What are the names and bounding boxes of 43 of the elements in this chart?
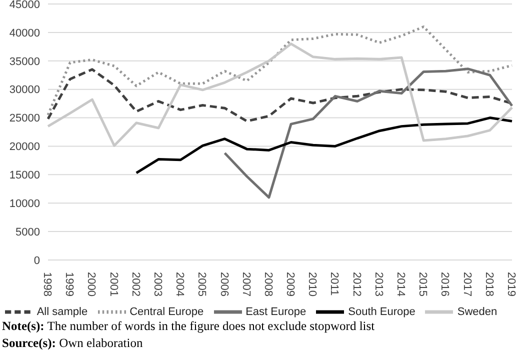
x-tick-label: 2000 [85,272,98,296]
x-tick-label: 2001 [107,272,120,296]
x-tick-label: 2006 [218,272,230,296]
y-tick-label: 0 [34,254,40,267]
y-tick-label: 10000 [9,198,40,210]
x-tick-label: 2008 [262,272,274,296]
x-tick-label: 2010 [306,272,318,296]
legend-label: South Europe [348,306,416,318]
x-tick-label: 2012 [350,272,362,296]
x-tick-label: 2019 [505,272,517,296]
source-note: Source(s): Own elaboration [2,335,144,352]
x-tick-label: 2016 [438,272,451,296]
x-tick-label: 2007 [240,272,252,296]
y-tick-label: 35000 [9,56,40,68]
y-tick-label: 40000 [9,27,40,40]
legend-label: Sweden [457,306,498,318]
x-tick-label: 2009 [284,272,296,296]
x-tick-label: 2014 [394,272,407,296]
x-tick-label: 2015 [416,272,429,296]
legend-label: Central Europe [130,306,204,318]
x-tick-label: 2018 [482,272,495,296]
y-tick-label: 15000 [9,170,40,182]
x-tick-label: 2011 [328,272,340,296]
x-tick-label: 1999 [63,272,76,296]
x-tick-label: 2002 [129,272,142,296]
x-tick-label: 1998 [41,272,53,296]
x-tick-label: 2004 [174,272,186,296]
line-series [46,26,514,116]
text: Note(s): The number of words in the figure does not exclude stopword list [2,318,376,335]
line-series [135,116,514,174]
x-tick-label: 2003 [151,272,164,296]
x-tick-label: 2017 [460,272,473,296]
line-series [46,42,514,147]
y-tick-label: 45000 [9,0,40,11]
y-tick-label: 20000 [9,141,40,154]
line-series [224,68,514,199]
x-tick-label: 2005 [196,272,208,296]
legend-label: East Europe [246,306,306,318]
legend-label: All sample [36,306,88,318]
x-tick-label: 2013 [372,272,384,296]
y-tick-label: 25000 [9,112,40,125]
y-tick-label: 30000 [9,84,40,96]
y-tick-label: 5000 [16,226,40,238]
